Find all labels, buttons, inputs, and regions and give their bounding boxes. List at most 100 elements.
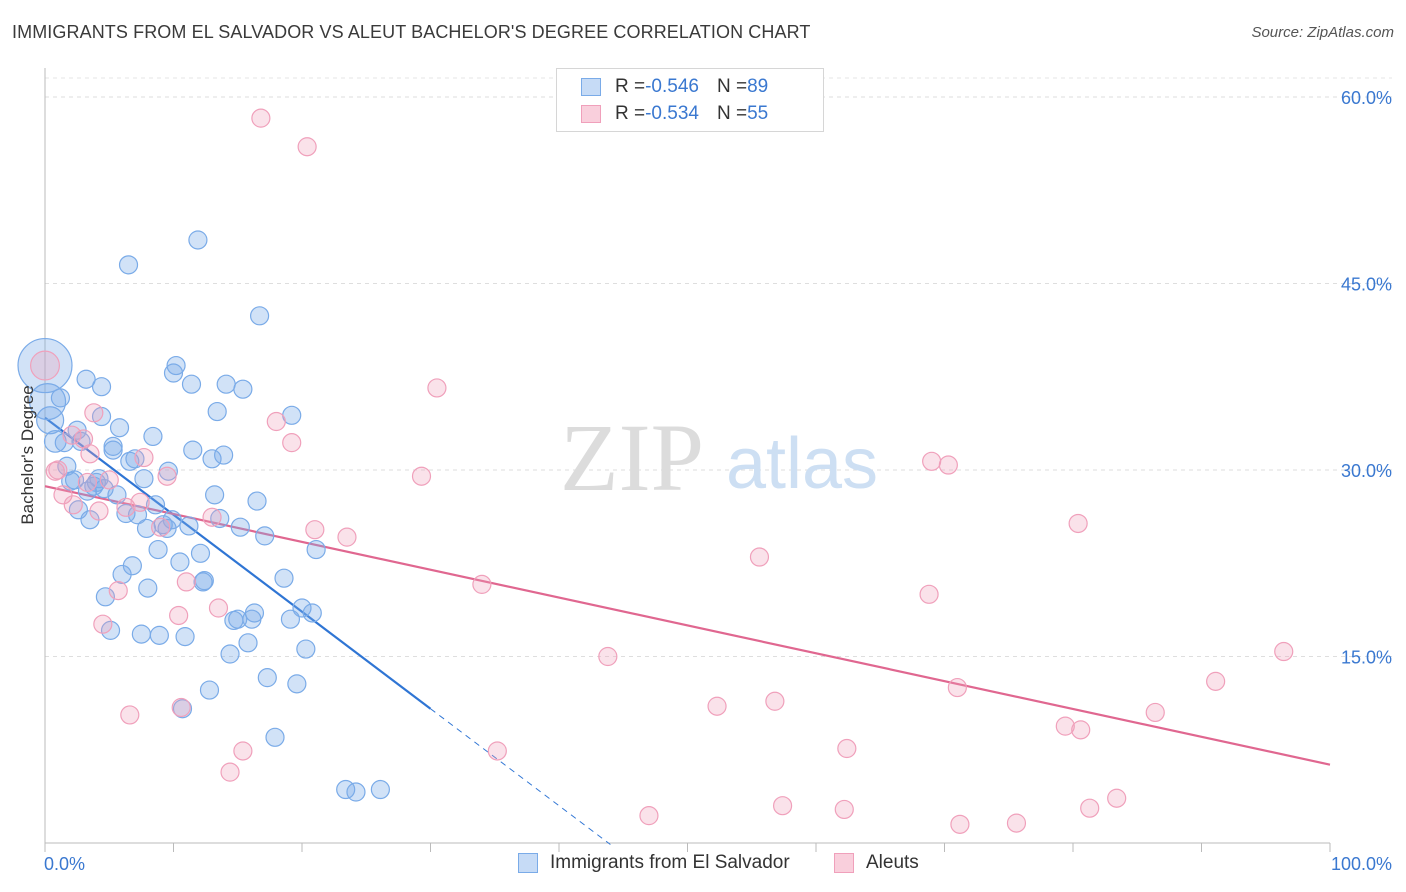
data-point-el-salvador <box>162 510 182 530</box>
data-point-aleuts <box>116 497 136 517</box>
data-point-aleuts <box>487 741 507 761</box>
data-point-aleuts <box>1145 702 1165 723</box>
legend-label-aleuts: Aleuts <box>866 852 919 873</box>
data-point-aleuts <box>108 581 128 601</box>
data-point-el-salvador <box>172 699 193 719</box>
data-point-aleuts <box>171 697 191 718</box>
data-point-aleuts <box>84 403 104 423</box>
data-point-aleuts <box>772 796 793 816</box>
data-point-aleuts <box>80 444 100 464</box>
trend-lines <box>44 416 1331 845</box>
data-point-aleuts <box>208 598 229 618</box>
tick-labels: 15.0% 30.0% 45.0% 60.0% 0.0% 100.0% <box>44 88 1392 874</box>
data-point-el-salvador <box>127 505 148 525</box>
data-point-el-salvador <box>302 603 322 623</box>
data-point-el-salvador <box>138 578 158 598</box>
data-point-el-salvador <box>287 674 307 694</box>
series-aleuts-points <box>30 108 1294 834</box>
data-point-el-salvador <box>244 603 265 623</box>
data-point-aleuts <box>297 137 317 157</box>
legend-r-label: R = <box>615 103 646 124</box>
data-point-el-salvador <box>118 255 139 275</box>
data-point-el-salvador <box>131 624 151 644</box>
data-point-el-salvador <box>306 539 326 560</box>
data-point-aleuts <box>77 472 98 493</box>
data-point-aleuts <box>48 460 68 480</box>
data-point-el-salvador <box>36 406 65 435</box>
data-point-el-salvador <box>220 644 240 664</box>
data-point-el-salvador <box>193 572 213 592</box>
data-point-el-salvador <box>228 609 248 629</box>
data-point-el-salvador <box>216 374 236 394</box>
data-point-el-salvador <box>202 449 222 469</box>
y-axis-label: Bachelor's Degree <box>18 385 37 525</box>
data-point-aleuts <box>472 574 492 594</box>
data-point-el-salvador <box>370 779 390 800</box>
data-point-aleuts <box>411 466 432 486</box>
source-label: Source: ZipAtlas.com <box>1251 24 1394 41</box>
legend-label-el-salvador: Immigrants from El Salvador <box>550 852 790 873</box>
data-point-aleuts <box>233 741 253 761</box>
data-point-el-salvador <box>238 633 258 653</box>
data-point-el-salvador <box>255 526 275 546</box>
data-point-el-salvador <box>145 495 166 515</box>
data-point-el-salvador <box>205 485 225 505</box>
data-point-aleuts <box>1071 720 1091 740</box>
trend-line-el-salvador <box>44 416 432 710</box>
data-point-aleuts <box>176 572 196 592</box>
trend-line-aleuts <box>44 485 1331 766</box>
data-point-aleuts <box>157 466 177 486</box>
data-point-el-salvador <box>143 426 163 447</box>
data-point-aleuts <box>1206 671 1226 691</box>
data-point-el-salvador <box>103 440 123 460</box>
data-point-el-salvador <box>296 639 316 659</box>
legend-item-el-salvador[interactable]: Immigrants from El Salvador <box>518 852 790 874</box>
legend-swatch-el-salvador <box>581 78 601 96</box>
data-point-el-salvador <box>249 306 270 326</box>
data-point-aleuts <box>266 411 286 432</box>
data-point-el-salvador <box>346 782 366 802</box>
legend-swatch-el-salvador <box>518 853 538 873</box>
data-point-el-salvador <box>280 609 301 629</box>
data-point-aleuts <box>707 696 727 716</box>
data-point-el-salvador <box>109 418 130 438</box>
series-legend: Immigrants from El Salvador Aleuts <box>0 852 1406 878</box>
data-point-el-salvador <box>148 539 168 560</box>
data-point-aleuts <box>282 433 302 453</box>
data-point-el-salvador <box>257 668 277 688</box>
data-point-aleuts <box>922 451 942 471</box>
data-point-el-salvador <box>214 445 234 465</box>
trend-extension-el-salvador <box>430 708 611 845</box>
data-point-aleuts <box>93 614 113 634</box>
legend-item-aleuts[interactable]: Aleuts <box>834 852 919 874</box>
watermark-zip: ZIP <box>560 404 704 511</box>
axes <box>44 68 1331 852</box>
data-point-el-salvador <box>100 620 121 640</box>
data-point-aleuts <box>63 495 83 515</box>
data-point-el-salvador <box>274 568 294 588</box>
data-point-el-salvador <box>183 440 203 460</box>
legend-n-value: 55 <box>747 103 769 124</box>
data-point-aleuts <box>749 547 770 567</box>
data-point-el-salvador <box>134 469 154 489</box>
x-tick-label: 100.0% <box>1331 854 1392 874</box>
data-point-aleuts <box>89 501 109 521</box>
data-point-aleuts <box>53 485 73 505</box>
data-point-el-salvador <box>230 517 250 537</box>
data-point-aleuts <box>1080 798 1100 818</box>
data-point-el-salvador <box>194 571 214 591</box>
data-point-aleuts <box>1006 813 1027 833</box>
data-point-el-salvador <box>153 515 173 535</box>
data-point-aleuts <box>134 447 154 468</box>
legend-swatch-aleuts <box>834 853 854 873</box>
data-point-aleuts <box>950 814 970 834</box>
data-point-aleuts <box>62 425 82 445</box>
data-point-el-salvador <box>91 377 112 397</box>
data-point-el-salvador <box>207 401 227 422</box>
data-point-aleuts <box>30 350 60 381</box>
x-tick-label: 0.0% <box>44 854 85 874</box>
legend-row-aleuts: R = -0.534 N = 55 <box>581 102 768 126</box>
legend-r-value: -0.546 <box>645 76 699 97</box>
data-point-aleuts <box>1274 641 1294 662</box>
